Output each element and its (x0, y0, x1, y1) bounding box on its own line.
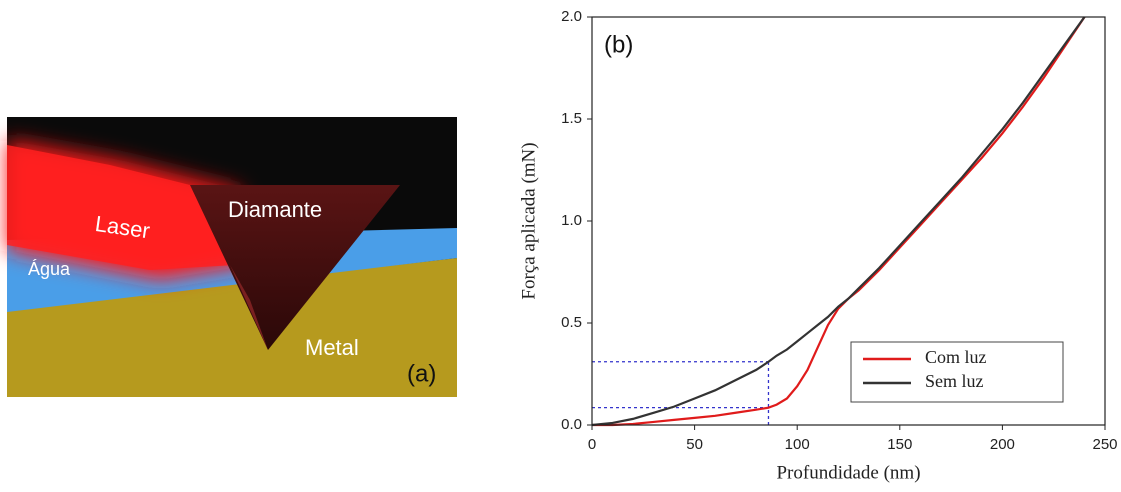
y-tick-label: 2.0 (561, 8, 582, 25)
x-axis-label: Profundidade (nm) (776, 462, 920, 483)
label-water: Água (28, 259, 71, 279)
x-tick-label: 200 (990, 436, 1015, 453)
label-diamond: Diamante (228, 197, 322, 222)
x-tick-label: 150 (887, 436, 912, 453)
chart: 0 50 100 150 200 250 0.0 0.5 1.0 1.5 2.0 Profundida… (518, 8, 1117, 483)
legend-label: Sem luz (925, 371, 984, 391)
label-metal: Metal (305, 335, 359, 360)
figure: Laser Diamante Água Metal (a) 0 50 100 150 2… (0, 0, 1121, 492)
y-tick-label: 0.5 (561, 314, 582, 331)
panel-tag: (b) (604, 31, 633, 58)
legend-label: Com luz (925, 347, 987, 367)
x-tick-label: 100 (785, 436, 810, 453)
illustration: Laser Diamante Água Metal (a) (7, 117, 457, 397)
y-axis-label: Força aplicada (mN) (518, 142, 539, 299)
y-tick-label: 1.5 (561, 110, 582, 127)
x-tick-label: 50 (686, 436, 703, 453)
y-tick-label: 1.0 (561, 212, 582, 229)
x-tick-label: 0 (588, 436, 596, 453)
panel-tag: (a) (407, 360, 436, 387)
x-tick-label: 250 (1092, 436, 1117, 453)
y-tick-label: 0.0 (561, 416, 582, 433)
